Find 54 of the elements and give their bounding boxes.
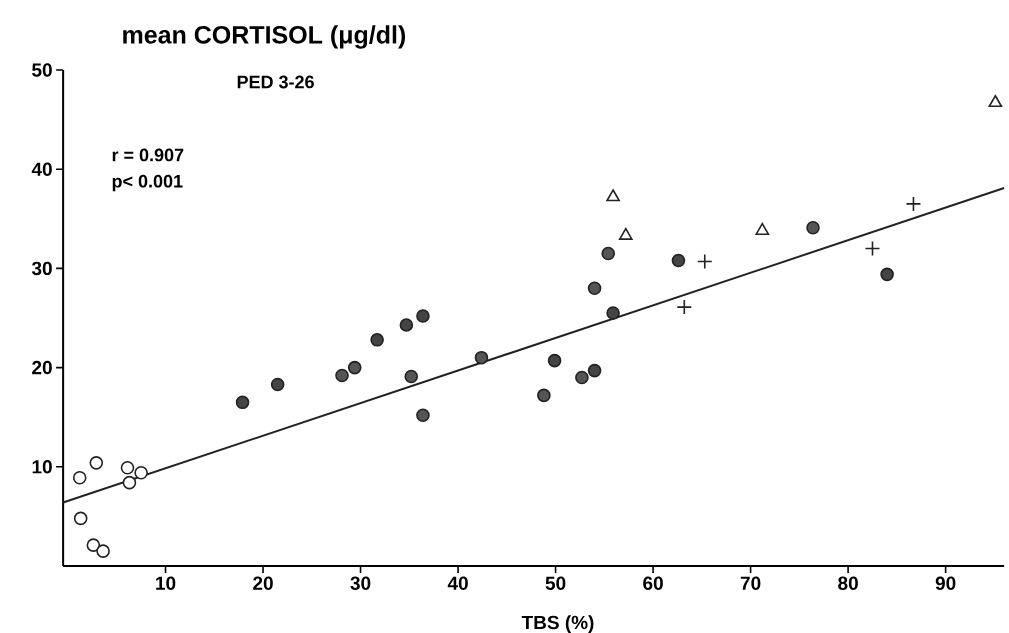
point <box>270 377 285 392</box>
point <box>399 318 414 332</box>
x-tick-label: 10 <box>156 576 176 590</box>
y-axis-title: mean CORTISOL (μg/dl) <box>123 25 406 49</box>
point <box>370 333 384 347</box>
y-tick-label: 40 <box>31 162 52 176</box>
point <box>86 538 101 552</box>
y-tick-label: 10 <box>32 460 52 474</box>
point <box>575 370 589 385</box>
point <box>864 240 881 257</box>
y-tick-label: 30 <box>31 261 52 276</box>
point <box>587 281 602 296</box>
point <box>587 363 602 378</box>
point <box>89 456 104 470</box>
x-tick-label: 30 <box>350 576 371 591</box>
point <box>696 253 713 270</box>
annotation: PED 3-26 <box>237 75 314 89</box>
point <box>73 511 88 526</box>
annotation: p< 0.001 <box>112 174 183 192</box>
x-tick-label: 40 <box>447 576 468 590</box>
point <box>547 353 562 368</box>
point <box>806 220 820 235</box>
point <box>606 306 620 320</box>
x-tick-label: 60 <box>643 576 663 590</box>
x-axis-title: TBS (%) <box>521 615 594 633</box>
point <box>606 189 620 202</box>
point <box>676 299 693 315</box>
point <box>537 388 551 403</box>
point <box>601 246 616 261</box>
point <box>72 470 87 485</box>
point <box>474 350 489 365</box>
point <box>335 368 349 383</box>
point <box>880 267 894 282</box>
point <box>905 196 922 212</box>
point <box>671 253 686 268</box>
point <box>96 544 110 558</box>
point <box>122 475 137 490</box>
point <box>235 395 250 410</box>
point <box>347 360 362 375</box>
point <box>134 465 148 480</box>
point <box>416 408 430 423</box>
x-tick-label: 20 <box>253 576 273 590</box>
y-tick-label: 50 <box>32 63 52 77</box>
point <box>120 460 135 475</box>
y-tick-label: 20 <box>32 360 52 375</box>
x-tick-label: 90 <box>935 576 956 590</box>
point <box>755 222 770 236</box>
x-tick-label: 50 <box>545 576 566 590</box>
x-tick-label: 80 <box>838 576 858 590</box>
x-tick-label: 70 <box>740 576 761 590</box>
point <box>416 309 430 323</box>
annotation: r = 0.907 <box>112 148 184 162</box>
point <box>618 227 633 240</box>
point <box>404 369 419 384</box>
